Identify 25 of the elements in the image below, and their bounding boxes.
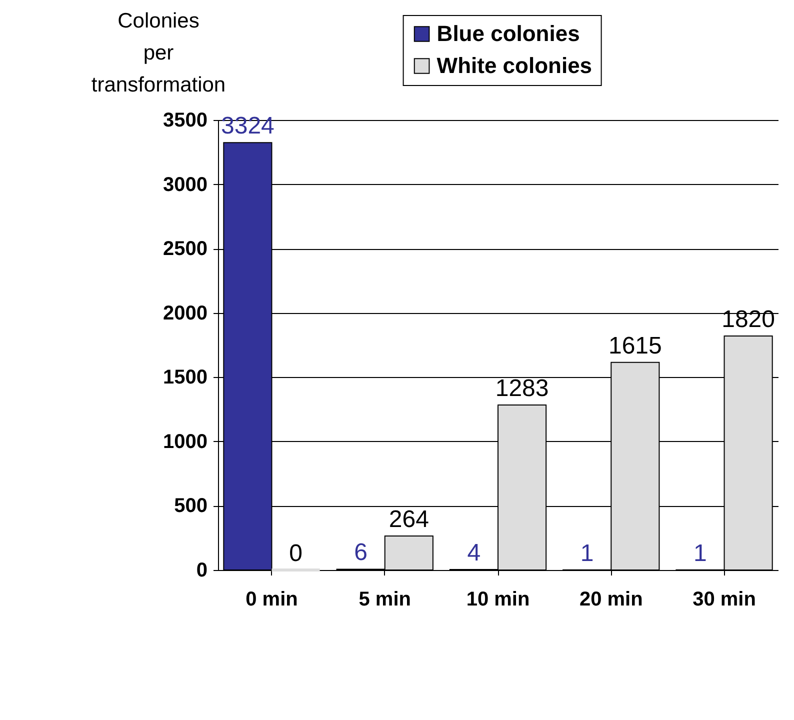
data-label: 3324 bbox=[221, 112, 274, 140]
y-tick-label: 1500 bbox=[163, 366, 208, 389]
x-tick-label: 30 min bbox=[692, 588, 756, 610]
x-tick-label: 5 min bbox=[358, 588, 411, 610]
legend-label: Blue colonies bbox=[436, 21, 580, 46]
y-tick-label: 3000 bbox=[163, 174, 208, 196]
data-label: 264 bbox=[388, 506, 429, 534]
y-tick-label: 2500 bbox=[163, 238, 208, 260]
y-tick-label: 2000 bbox=[163, 302, 208, 324]
data-label: 0 bbox=[289, 540, 302, 567]
x-tick-label: 20 min bbox=[579, 588, 643, 610]
data-label: 1615 bbox=[608, 332, 662, 360]
x-tick-label: 0 min bbox=[246, 588, 298, 610]
data-label: 6 bbox=[354, 539, 368, 566]
x-tick-label: 10 min bbox=[466, 588, 530, 610]
data-label: 1 bbox=[694, 540, 707, 567]
legend-label: White colonies bbox=[436, 53, 592, 78]
y-tick-label: 1000 bbox=[163, 430, 208, 453]
data-label: 1 bbox=[580, 540, 594, 567]
y-tick-label: 0 bbox=[196, 560, 208, 582]
y-axis-title: Colonies per transformation bbox=[91, 10, 226, 96]
y-tick-label: 500 bbox=[174, 495, 208, 518]
y-tick-label: 3500 bbox=[163, 110, 208, 132]
data-label: 4 bbox=[467, 539, 481, 566]
data-label: 1283 bbox=[495, 375, 549, 402]
